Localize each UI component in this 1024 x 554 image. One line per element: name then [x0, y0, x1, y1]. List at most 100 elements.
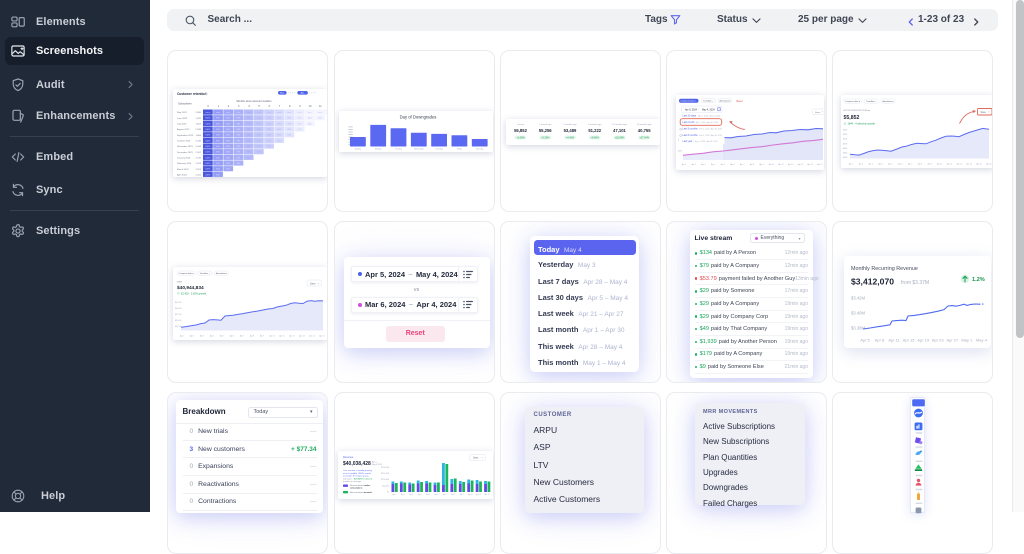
svg-text:Apr 3: Apr 3 — [869, 163, 873, 166]
svg-text:100%: 100% — [205, 162, 210, 164]
svg-text:Abs.: Abs. — [301, 91, 305, 94]
svg-text:82%: 82% — [226, 134, 230, 136]
svg-text:Apr 15: Apr 15 — [817, 163, 822, 166]
svg-text:$44K: $44K — [843, 157, 848, 159]
svg-text:Apr 3: Apr 3 — [199, 335, 203, 338]
svg-text:68%: 68% — [288, 123, 292, 125]
svg-text:Current: Current — [517, 123, 525, 126]
svg-text:0: 0 — [207, 104, 209, 107]
svg-text:▾: ▾ — [822, 111, 823, 114]
svg-text:Apr 2: Apr 2 — [189, 335, 193, 338]
svg-text:$40.0M: $40.0M — [175, 308, 182, 310]
svg-text:7: 7 — [279, 104, 281, 107]
svg-text:2: 2 — [228, 104, 230, 107]
svg-text:82%: 82% — [226, 117, 230, 119]
svg-text:↑: ↑ — [177, 292, 178, 295]
svg-text:66%: 66% — [308, 117, 312, 119]
svg-text:$1,429 · 3.62% growth: $1,429 · 3.62% growth — [181, 292, 207, 295]
svg-text:$52K: $52K — [843, 139, 848, 141]
svg-text:11: 11 — [319, 104, 322, 107]
svg-text:Apr 11: Apr 11 — [888, 338, 900, 343]
svg-text:90%: 90% — [216, 123, 220, 125]
svg-text:76%: 76% — [237, 140, 241, 142]
svg-text:Apr 11: Apr 11 — [476, 492, 481, 495]
svg-text:76%: 76% — [237, 134, 241, 136]
svg-text:8: 8 — [289, 104, 291, 107]
svg-text:2,253: 2,253 — [196, 163, 202, 165]
svg-text:2,044: 2,044 — [196, 146, 202, 148]
svg-text:73%: 73% — [247, 117, 251, 119]
svg-text:Nov 1, 2023 - Apr 30, 2024: Nov 1, 2023 - Apr 30, 2024 — [699, 134, 722, 137]
svg-text:65%: 65% — [318, 117, 322, 119]
svg-text:Apr 9: Apr 9 — [759, 163, 763, 166]
svg-text:Apr 7: Apr 7 — [908, 163, 912, 166]
svg-text:3 months ago: 3 months ago — [588, 123, 602, 126]
svg-text:1844 · 4 absolute growth: 1844 · 4 absolute growth — [848, 123, 876, 126]
svg-text:Apr 5: Apr 5 — [888, 163, 892, 166]
svg-text:Apr 11: Apr 11 — [279, 335, 284, 338]
svg-text:Apr 13: Apr 13 — [798, 163, 803, 166]
svg-text:73%: 73% — [247, 128, 251, 130]
svg-text:70%: 70% — [267, 140, 271, 142]
svg-text:April 2024: April 2024 — [177, 173, 188, 176]
svg-text:$3.38M: $3.38M — [851, 326, 865, 331]
svg-text:Apr 1: Apr 1 — [179, 335, 183, 338]
svg-text:70%: 70% — [267, 112, 271, 114]
svg-text:2,946: 2,946 — [196, 129, 202, 131]
svg-text:2,135: 2,135 — [196, 157, 202, 159]
svg-text:May 4 2024: May 4 2024 — [372, 464, 382, 466]
svg-text:1.2%: 1.2% — [972, 277, 985, 283]
svg-text:Apr 8: Apr 8 — [451, 492, 455, 495]
svg-text:82%: 82% — [226, 168, 230, 170]
svg-text:1,607: 1,607 — [196, 123, 202, 125]
svg-text:2,623: 2,623 — [196, 168, 202, 170]
svg-text:76%: 76% — [237, 145, 241, 147]
svg-text:2,490: 2,490 — [196, 112, 202, 114]
svg-text:on-month. If it keeps up you: on-month. If it keeps up you — [343, 474, 369, 477]
svg-text:65%: 65% — [318, 112, 322, 114]
svg-text:71%: 71% — [257, 123, 261, 125]
svg-text:Apr 1: Apr 1 — [682, 163, 686, 166]
svg-text:Customer retention: Customer retention — [177, 91, 206, 95]
svg-text:82%: 82% — [226, 162, 230, 164]
svg-text:Monthly Recurring Revenue: Monthly Recurring Revenue — [851, 266, 918, 272]
svg-text:69%: 69% — [277, 117, 281, 119]
svg-text:▾: ▾ — [989, 111, 990, 114]
svg-text:69%: 69% — [277, 112, 281, 114]
svg-text:+1.08%: +1.08% — [516, 137, 525, 140]
svg-text:40,755: 40,755 — [638, 128, 651, 133]
svg-text:+18.58%: +18.58% — [615, 137, 625, 140]
svg-text:ACTIVE SUBSCRIPTIONS ▴▾: ACTIVE SUBSCRIPTIONS ▴▾ — [844, 109, 871, 112]
svg-text:76%: 76% — [237, 151, 241, 153]
svg-text:90%: 90% — [216, 168, 220, 170]
svg-text:Apr 12: Apr 12 — [957, 163, 962, 166]
svg-text:67%: 67% — [298, 112, 302, 114]
svg-text:Apr 4: Apr 4 — [711, 163, 715, 166]
svg-text:67%: 67% — [298, 128, 302, 130]
svg-text:$1B ARR in about 4: $1B ARR in about 4 — [354, 477, 373, 480]
svg-text:90%: 90% — [216, 174, 220, 176]
svg-text:82%: 82% — [226, 128, 230, 130]
svg-text:Apr 19: Apr 19 — [917, 338, 930, 343]
svg-text:66%: 66% — [308, 123, 312, 125]
svg-text:55,256: 55,256 — [539, 128, 552, 133]
svg-text:$50,000: $50,000 — [382, 485, 389, 487]
svg-text:Apr 3: Apr 3 — [409, 492, 413, 495]
svg-text:▾: ▾ — [318, 282, 319, 285]
svg-text:+37.04%: +37.04% — [639, 137, 649, 140]
svg-text:Annotations: Annotations — [883, 100, 894, 103]
svg-text:↑: ↑ — [844, 123, 845, 126]
svg-text:Revenue based on: Revenue based on — [350, 485, 366, 487]
svg-text:$54K: $54K — [843, 134, 848, 136]
svg-text:2,167: 2,167 — [196, 151, 202, 153]
svg-text:67%: 67% — [298, 123, 302, 125]
svg-text:active: active — [365, 484, 370, 487]
svg-text:Apr 4: Apr 4 — [418, 492, 422, 495]
svg-text:2,161: 2,161 — [196, 174, 202, 176]
svg-text:Save: Save — [473, 456, 479, 459]
svg-text:76%: 76% — [237, 112, 241, 114]
svg-text:Apr 10: Apr 10 — [937, 163, 942, 166]
svg-text:73%: 73% — [247, 140, 251, 142]
svg-text:May 4, 2024: May 4, 2024 — [702, 109, 715, 111]
svg-text:Apr 4: Apr 4 — [209, 335, 213, 338]
